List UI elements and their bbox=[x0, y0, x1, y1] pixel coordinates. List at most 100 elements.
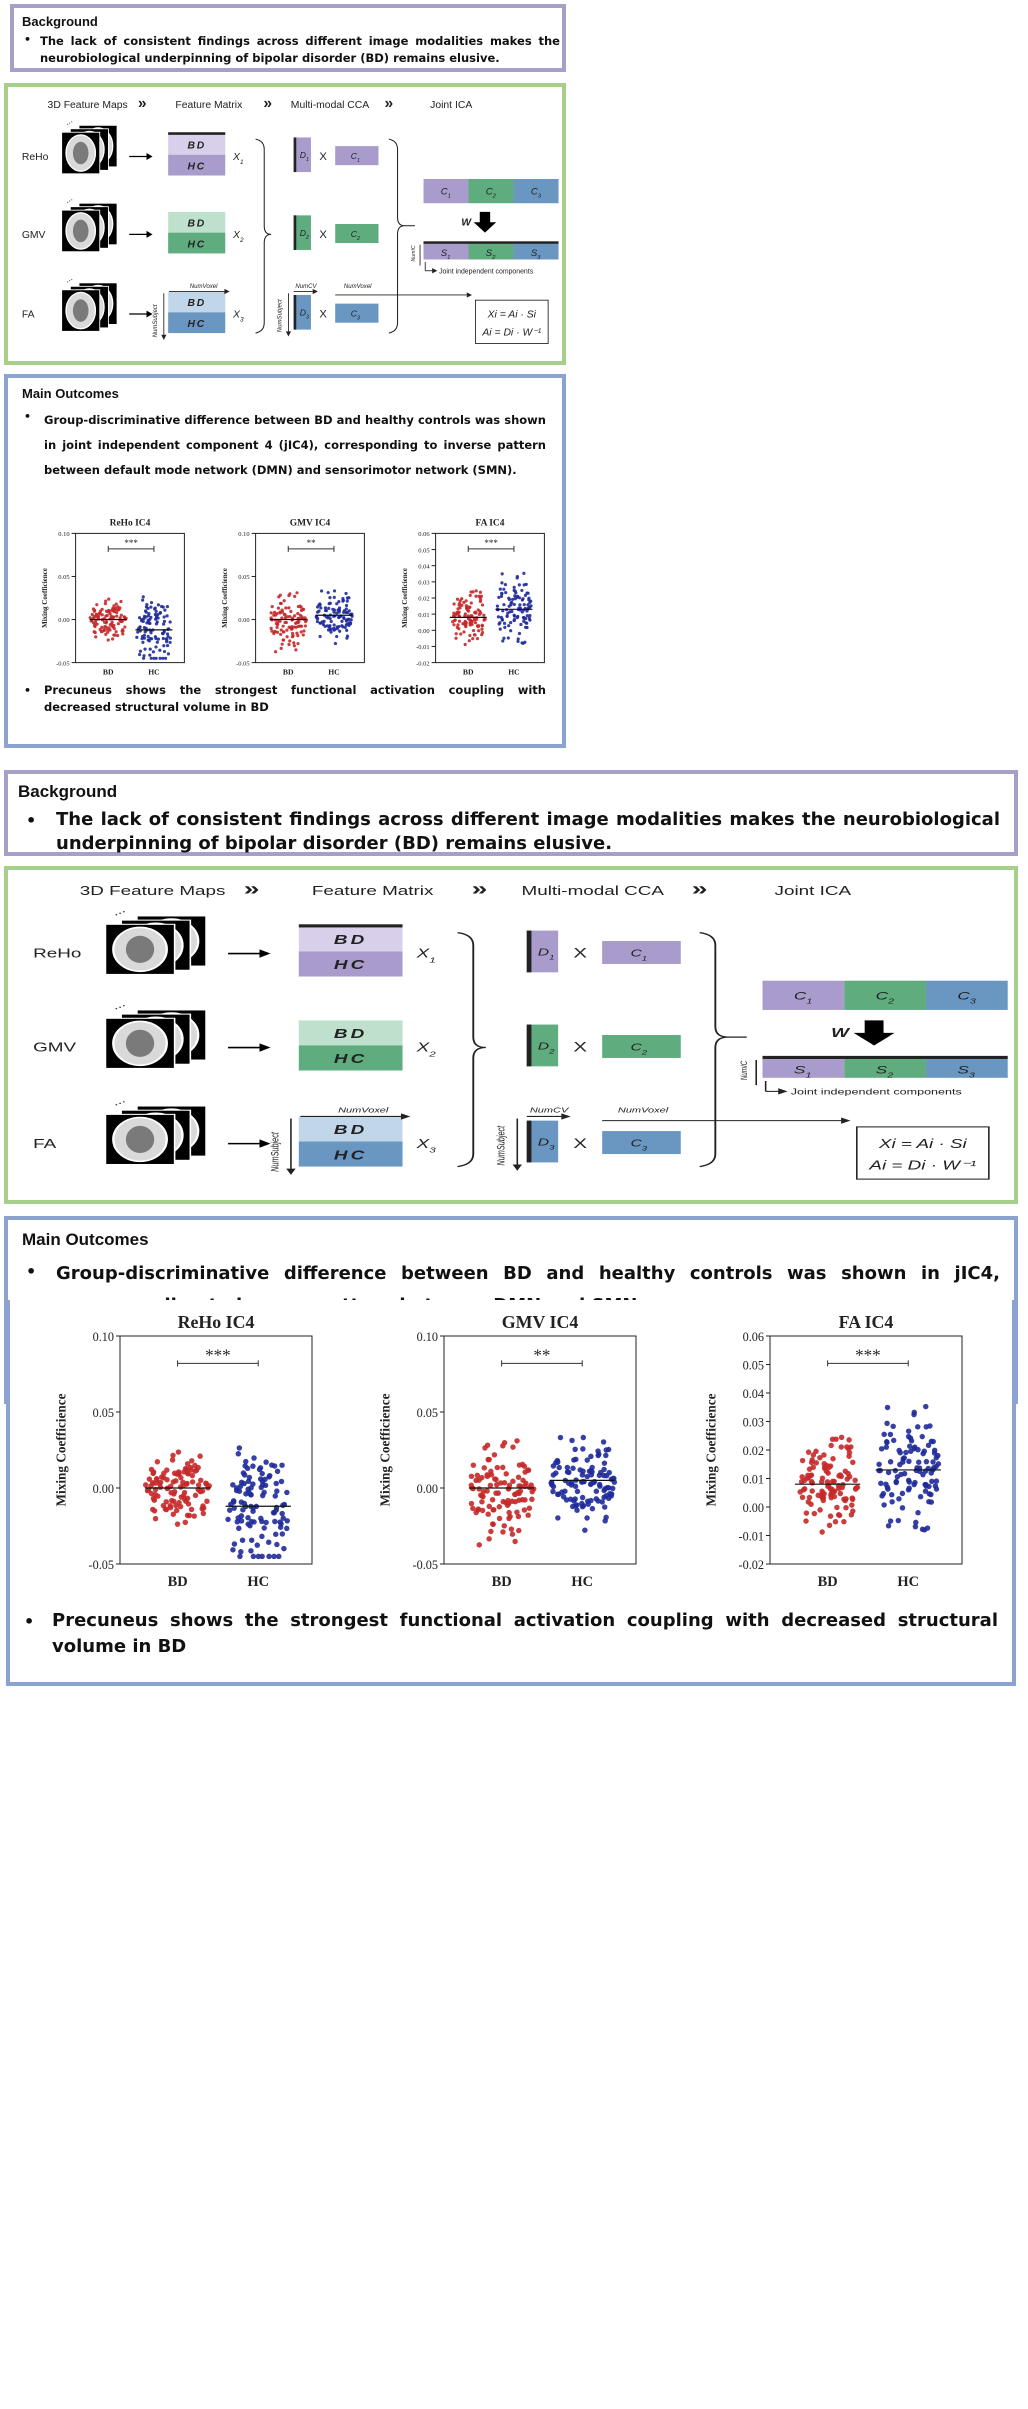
data-point bbox=[162, 619, 167, 623]
data-point bbox=[509, 620, 513, 625]
data-point bbox=[317, 609, 321, 613]
data-point bbox=[279, 1462, 285, 1468]
data-point bbox=[580, 1446, 586, 1452]
y-tick-label: -0.05 bbox=[89, 1558, 114, 1572]
data-point bbox=[489, 1497, 496, 1503]
data-point bbox=[106, 630, 110, 634]
data-point bbox=[284, 1489, 290, 1496]
x-label: X2 bbox=[416, 1042, 437, 1059]
data-point bbox=[915, 1509, 921, 1516]
data-point bbox=[883, 1444, 890, 1450]
data-point bbox=[498, 587, 502, 591]
data-point bbox=[100, 630, 104, 634]
data-point bbox=[168, 640, 172, 645]
y-tick-label: -0.02 bbox=[739, 1558, 764, 1572]
d-label: D2 bbox=[538, 1040, 555, 1054]
data-point bbox=[516, 614, 520, 619]
data-point bbox=[799, 1494, 806, 1501]
data-point bbox=[462, 600, 466, 604]
data-point bbox=[930, 1459, 936, 1465]
data-point bbox=[883, 1481, 889, 1487]
data-point bbox=[319, 589, 324, 593]
data-point bbox=[502, 587, 506, 591]
data-point bbox=[236, 1445, 243, 1451]
data-point bbox=[525, 1512, 531, 1518]
data-point bbox=[524, 582, 528, 586]
data-point bbox=[274, 1468, 281, 1475]
data-point bbox=[158, 648, 162, 652]
data-point bbox=[608, 1491, 615, 1497]
plot-frame bbox=[435, 532, 545, 664]
data-point bbox=[152, 1515, 159, 1522]
c-label: S2 bbox=[486, 248, 496, 261]
matrix-bd-block bbox=[168, 133, 226, 155]
data-point bbox=[919, 1433, 925, 1440]
data-point bbox=[522, 616, 526, 620]
data-point bbox=[163, 1499, 170, 1505]
data-point bbox=[503, 582, 508, 587]
data-point bbox=[230, 1482, 236, 1488]
data-point bbox=[102, 620, 107, 624]
y-tick-label: 0.01 bbox=[743, 1473, 764, 1487]
data-point bbox=[801, 1477, 808, 1484]
data-point bbox=[162, 615, 166, 619]
data-point bbox=[487, 1482, 494, 1489]
strip-plot: FA IC4 0.06 0.05 0.04 0.03 0.02 0.01 0.00 -0.01 -… bbox=[704, 1312, 963, 1590]
data-point bbox=[899, 1490, 906, 1497]
c-label: C1 bbox=[441, 187, 451, 200]
data-point bbox=[566, 1469, 572, 1476]
data-point bbox=[154, 656, 158, 660]
data-point bbox=[488, 1528, 494, 1535]
data-point bbox=[176, 1499, 182, 1506]
data-point bbox=[272, 1493, 278, 1499]
data-point bbox=[290, 625, 294, 629]
group-label: HC bbox=[187, 239, 205, 250]
data-point bbox=[292, 644, 296, 648]
data-point bbox=[475, 637, 480, 641]
data-point bbox=[318, 634, 322, 639]
data-point bbox=[328, 596, 332, 600]
bullet-icon: • bbox=[26, 1262, 37, 1281]
data-point bbox=[556, 1464, 562, 1471]
data-point bbox=[819, 1529, 825, 1535]
data-point bbox=[464, 599, 468, 603]
data-point bbox=[557, 1434, 564, 1441]
data-point bbox=[328, 616, 332, 621]
data-point bbox=[881, 1502, 887, 1508]
data-point bbox=[141, 640, 145, 644]
data-point bbox=[500, 591, 504, 595]
data-point bbox=[320, 620, 325, 624]
joint-s-block bbox=[925, 1059, 1008, 1078]
c-block bbox=[335, 224, 379, 244]
data-point bbox=[922, 1468, 929, 1474]
modality-label: ReHo bbox=[22, 152, 49, 163]
d-label: D3 bbox=[538, 1136, 555, 1150]
data-point bbox=[315, 605, 320, 609]
data-point bbox=[142, 654, 146, 658]
ellipsis-label: ... bbox=[108, 997, 128, 1012]
data-point bbox=[512, 585, 516, 589]
x-tick-label: BD bbox=[492, 1574, 512, 1590]
data-point bbox=[467, 639, 471, 643]
data-point bbox=[141, 656, 146, 660]
data-point bbox=[519, 622, 523, 627]
data-point bbox=[161, 656, 165, 660]
data-point bbox=[459, 632, 463, 636]
data-point bbox=[226, 1507, 233, 1513]
joint-s-block bbox=[468, 243, 514, 260]
data-point bbox=[100, 625, 104, 629]
plot-frame bbox=[75, 532, 185, 664]
group-label: BD bbox=[187, 219, 205, 230]
data-point bbox=[555, 1515, 561, 1521]
d-label: D2 bbox=[300, 228, 309, 241]
group-label: BD bbox=[187, 298, 205, 309]
joint-c-block bbox=[844, 980, 926, 1010]
data-point bbox=[278, 610, 282, 614]
data-point bbox=[463, 642, 467, 647]
data-point bbox=[293, 614, 297, 618]
axis-label: NumVoxel bbox=[338, 1106, 389, 1114]
data-point bbox=[528, 1482, 534, 1488]
matrix-bd-block bbox=[168, 291, 226, 313]
y-axis-label: Mixing Coefficience bbox=[54, 1393, 69, 1506]
data-point bbox=[491, 1452, 498, 1458]
